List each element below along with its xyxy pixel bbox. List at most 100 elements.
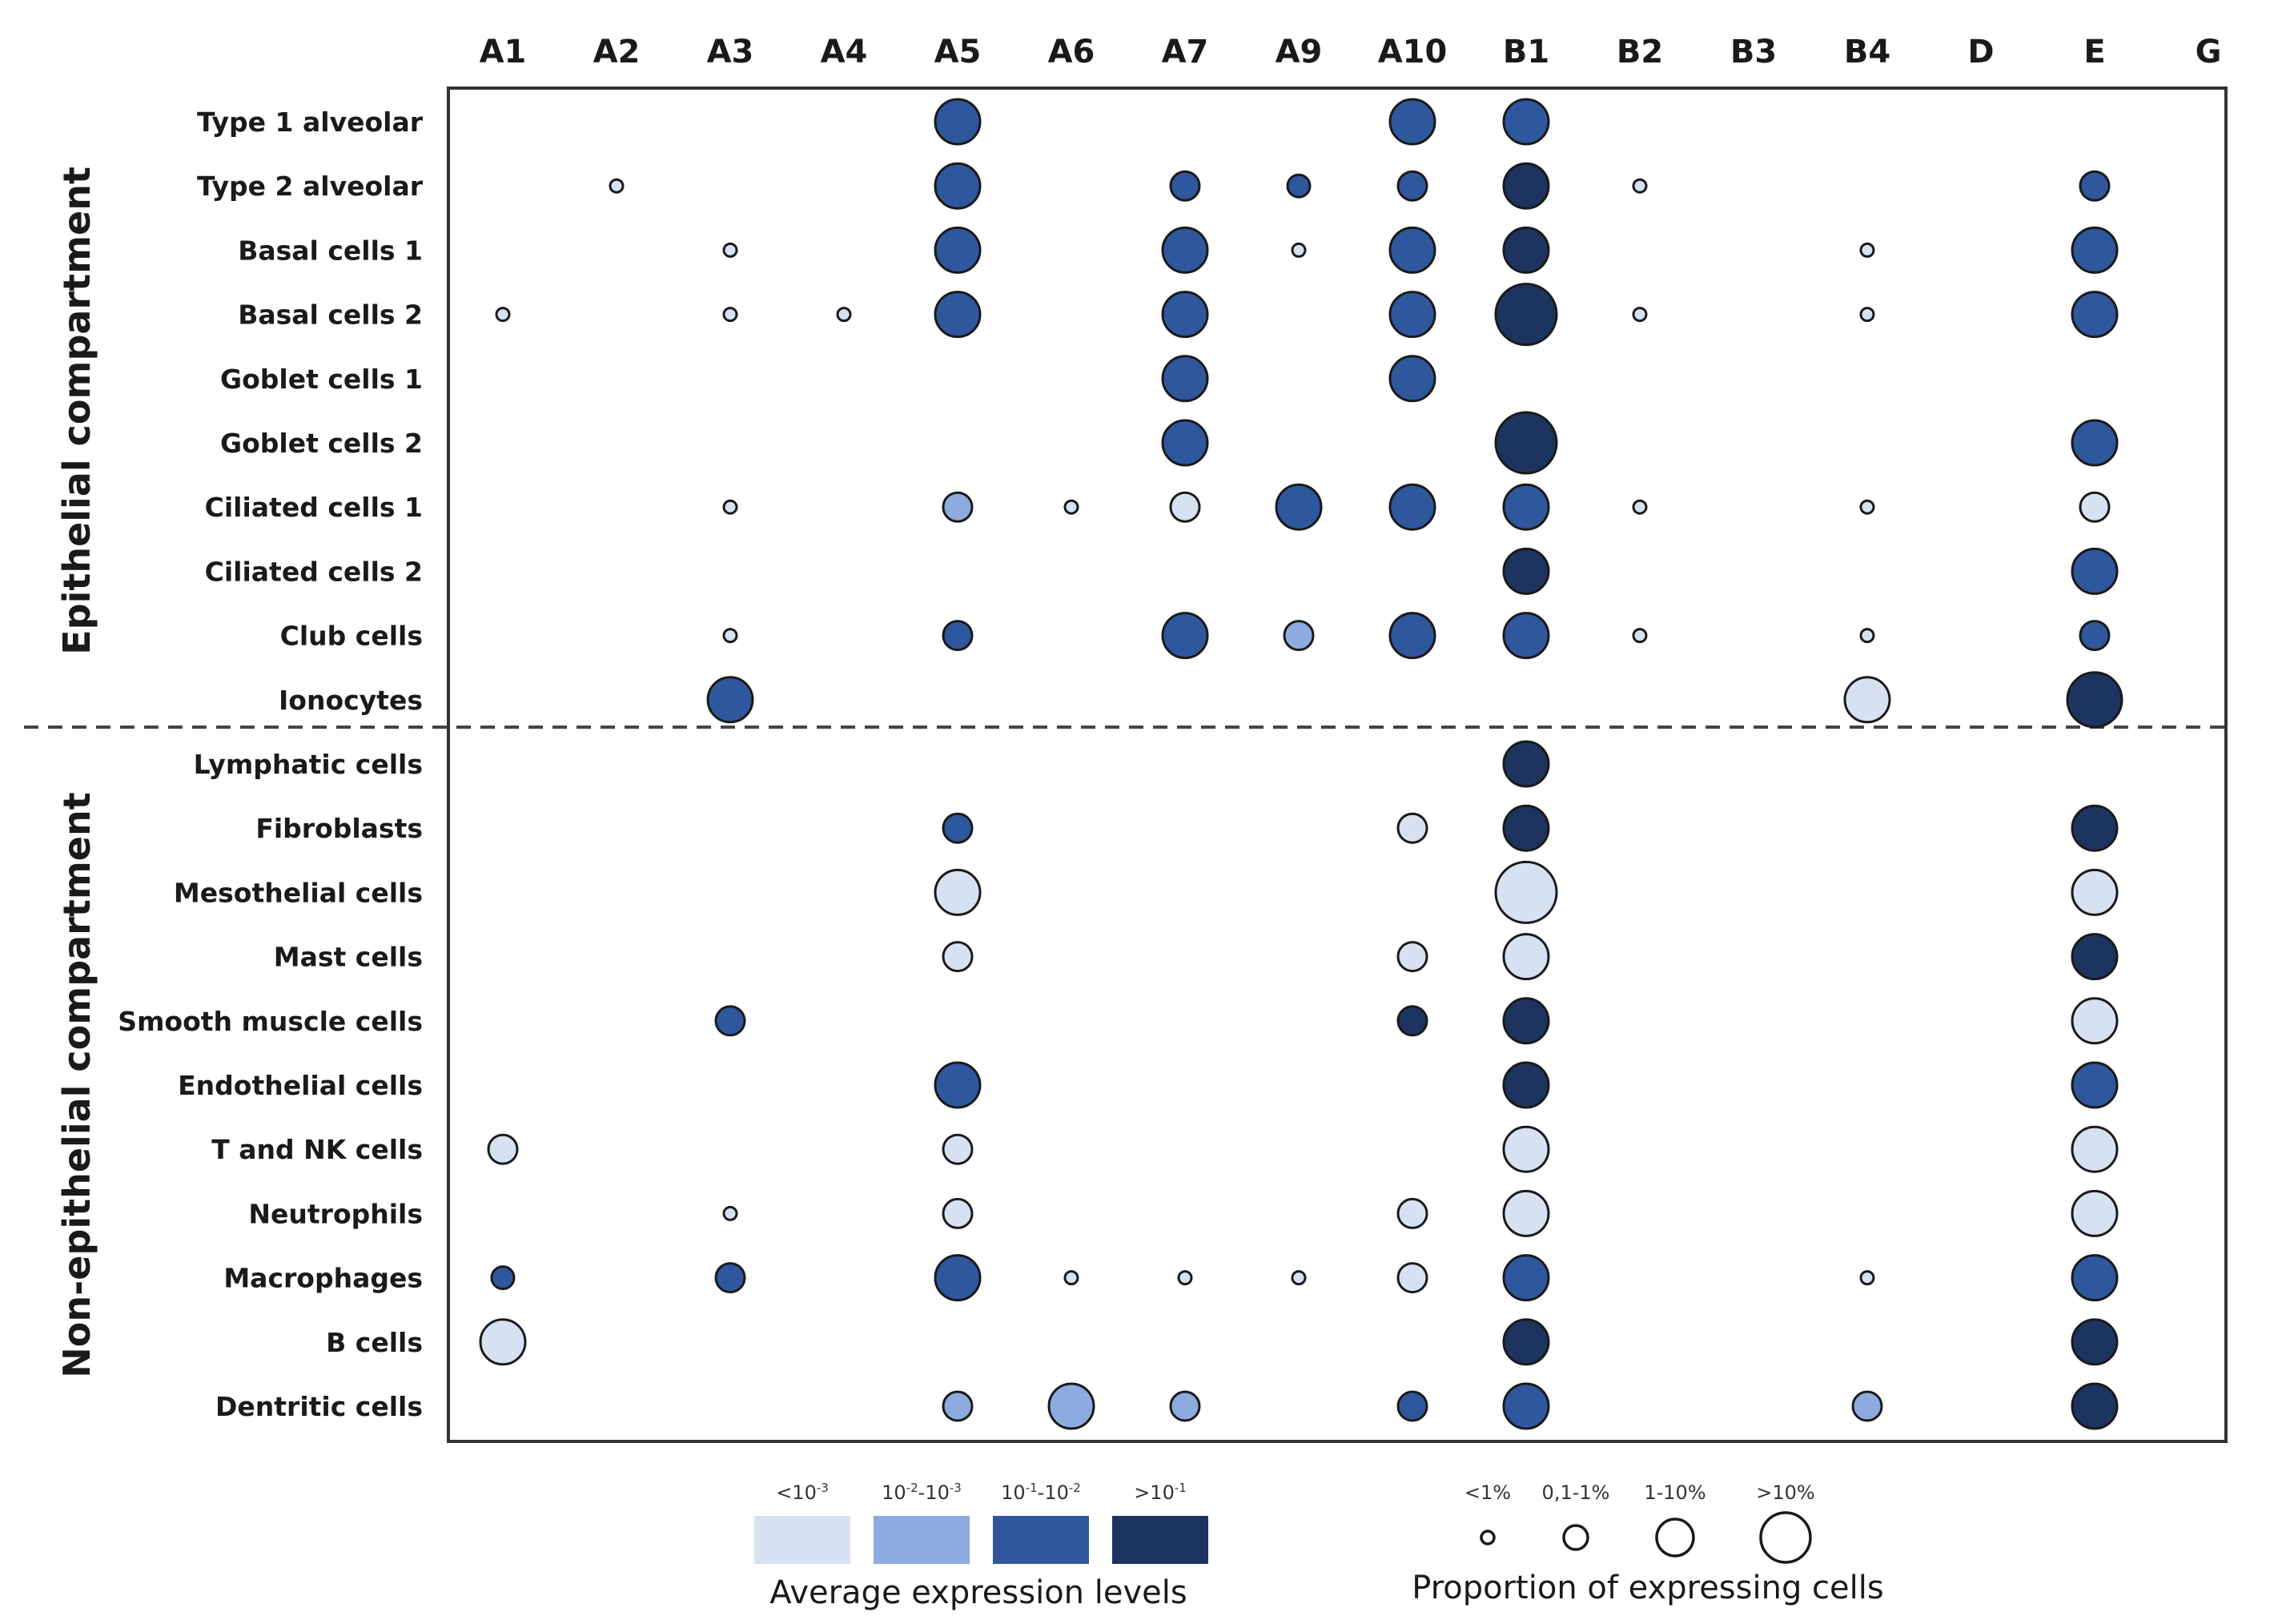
column-label-d: D <box>1967 34 1994 70</box>
bubble-basal-cells-2-a5 <box>934 291 982 339</box>
group-labels: Epithelial compartment Non-epithelial com… <box>55 167 98 1378</box>
bubble-smooth-muscle-cells-b1 <box>1502 997 1550 1045</box>
row-label-type-1-alveolar: Type 1 alveolar <box>197 107 424 138</box>
bubble-basal-cells-1-b4 <box>1859 242 1875 258</box>
bubble-basal-cells-2-b1 <box>1494 283 1558 347</box>
bubble-endothelial-cells-b1 <box>1502 1061 1550 1109</box>
group-label-epithelial-compartment: Epithelial compartment <box>55 167 98 655</box>
bubble-ciliated-cells-1-a3 <box>722 499 738 515</box>
bubble-b-cells-e <box>2071 1318 2119 1366</box>
row-label-mast-cells: Mast cells <box>274 942 423 973</box>
bubble-macrophages-a7 <box>1177 1270 1193 1286</box>
row-label-basal-cells-1: Basal cells 1 <box>238 235 423 266</box>
column-label-e: E <box>2083 34 2105 70</box>
group-label-non-epithelial-compartment: Non-epithelial compartment <box>55 792 98 1377</box>
bubble-mast-cells-a5 <box>942 941 974 973</box>
bubble-club-cells-a9 <box>1283 620 1315 652</box>
legend-swatch-3 <box>993 1516 1089 1564</box>
bubble-mesothelial-cells-e <box>2071 868 2119 916</box>
row-label-lymphatic-cells: Lymphatic cells <box>194 749 423 780</box>
column-label-b1: B1 <box>1503 34 1549 70</box>
bubble-goblet-cells-1-a10 <box>1388 355 1436 403</box>
bubble-club-cells-e <box>2079 620 2111 652</box>
row-label-smooth-muscle-cells: Smooth muscle cells <box>118 1006 423 1037</box>
legend-proportion-label-1: <1% <box>1464 1481 1511 1504</box>
column-label-g: G <box>2196 34 2222 70</box>
bubble-fibroblasts-a10 <box>1396 812 1428 844</box>
bubble-t-and-nk-cells-b1 <box>1502 1125 1550 1173</box>
bubble-type-2-alveolar-a7 <box>1169 170 1201 202</box>
row-label-type-2-alveolar: Type 2 alveolar <box>197 171 424 202</box>
bubble-type-1-alveolar-a10 <box>1388 98 1436 146</box>
legend-proportion-label-2: 0,1-1% <box>1542 1481 1610 1504</box>
bubble-basal-cells-1-a3 <box>722 242 738 258</box>
bubble-basal-cells-2-b2 <box>1632 307 1648 323</box>
bubble-basal-cells-1-b1 <box>1502 226 1550 274</box>
bubble-ciliated-cells-1-b2 <box>1632 499 1648 515</box>
row-label-ionocytes: Ionocytes <box>279 685 423 716</box>
bubble-club-cells-a10 <box>1388 612 1436 660</box>
row-label-neutrophils: Neutrophils <box>248 1198 423 1229</box>
legend-expression-label-2: 10-2-10-3 <box>882 1481 962 1504</box>
bubble-type-2-alveolar-a10 <box>1396 170 1428 202</box>
bubble-basal-cells-1-a7 <box>1161 226 1209 274</box>
bubble-basal-cells-2-a4 <box>836 307 852 323</box>
bubble-macrophages-a3 <box>714 1262 746 1294</box>
bubble-basal-cells-2-a7 <box>1161 291 1209 339</box>
bubble-endothelial-cells-e <box>2071 1061 2119 1109</box>
column-label-a1: A1 <box>480 34 527 70</box>
legend-expression-label-4: >10-1 <box>1134 1481 1187 1504</box>
bubble-mesothelial-cells-b1 <box>1494 860 1558 924</box>
bubble-neutrophils-b1 <box>1502 1189 1550 1237</box>
bubble-goblet-cells-2-a7 <box>1161 419 1209 467</box>
bubble-ciliated-cells-1-b1 <box>1502 483 1550 531</box>
bubble-neutrophils-a10 <box>1396 1197 1428 1229</box>
bubble-neutrophils-e <box>2071 1189 2119 1237</box>
bubble-dentritic-cells-a7 <box>1169 1390 1201 1422</box>
row-label-t-and-nk-cells: T and NK cells <box>211 1134 423 1165</box>
row-label-dentritic-cells: Dentritic cells <box>215 1391 423 1422</box>
legend-expression-label-1: <10-3 <box>776 1481 829 1504</box>
column-label-a7: A7 <box>1162 34 1209 70</box>
column-label-a9: A9 <box>1276 34 1323 70</box>
bubble-smooth-muscle-cells-e <box>2071 997 2119 1045</box>
bubble-goblet-cells-2-b1 <box>1494 411 1558 475</box>
bubble-mast-cells-e <box>2071 933 2119 981</box>
column-label-a6: A6 <box>1048 34 1095 70</box>
bubble-club-cells-b1 <box>1502 612 1550 660</box>
expression-legend: <10-3 10-2-10-3 10-1-10-2 >10-1 Average expr… <box>754 1481 1208 1611</box>
bubble-t-and-nk-cells-a1 <box>487 1133 519 1165</box>
bubble-t-and-nk-cells-e <box>2071 1125 2119 1173</box>
bubble-goblet-cells-2-e <box>2071 419 2119 467</box>
bubble-type-2-alveolar-b2 <box>1632 178 1648 194</box>
bubble-basal-cells-2-a10 <box>1388 291 1436 339</box>
legend-proportion-circle-3 <box>1655 1517 1695 1558</box>
row-label-mesothelial-cells: Mesothelial cells <box>174 877 423 908</box>
legend-swatch-4 <box>1112 1516 1208 1564</box>
bubble-smooth-muscle-cells-a10 <box>1396 1005 1428 1037</box>
bubble-ciliated-cells-1-a6 <box>1063 499 1079 515</box>
column-label-b3: B3 <box>1730 34 1777 70</box>
column-labels: A1 A2 A3 A4 A5 A6 A7 A9 A10 B1 B2 B3 B4 D E G <box>480 34 2222 70</box>
legend-swatch-2 <box>874 1516 970 1564</box>
bubble-macrophages-a1 <box>490 1265 516 1291</box>
legend-proportion-circle-2 <box>1562 1524 1589 1551</box>
bubble-type-2-alveolar-e <box>2079 170 2111 202</box>
legend-proportion-title: Proportion of expressing cells <box>1412 1570 1883 1606</box>
bubble-club-cells-a3 <box>722 628 738 644</box>
row-labels: Type 1 alveolar Type 2 alveolar Basal cell… <box>118 107 423 1422</box>
bubble-basal-cells-2-e <box>2071 291 2119 339</box>
legend-proportion-label-3: 1-10% <box>1644 1481 1705 1504</box>
column-label-a4: A4 <box>821 34 868 70</box>
row-label-ciliated-cells-1: Ciliated cells 1 <box>205 492 423 523</box>
bubble-dentritic-cells-a5 <box>942 1390 974 1422</box>
bubble-club-cells-b2 <box>1632 628 1648 644</box>
bubble-basal-cells-2-b4 <box>1859 307 1875 323</box>
bubble-ciliated-cells-1-a5 <box>942 491 974 523</box>
bubble-macrophages-a10 <box>1396 1262 1428 1294</box>
row-label-ciliated-cells-2: Ciliated cells 2 <box>205 556 423 587</box>
bubble-type-2-alveolar-a2 <box>609 178 625 194</box>
bubble-dentritic-cells-e <box>2071 1382 2119 1430</box>
column-label-a5: A5 <box>934 34 982 70</box>
